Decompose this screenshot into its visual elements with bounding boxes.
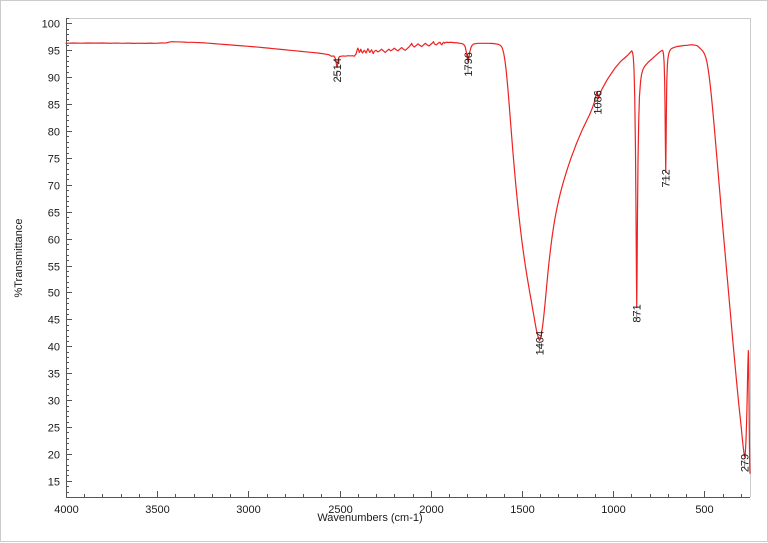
peak-label: 1404 <box>535 331 547 355</box>
x-tick-label: 2000 <box>419 504 443 516</box>
y-tick-label: 30 <box>48 396 60 408</box>
y-tick-label: 85 <box>48 100 60 112</box>
y-tick-label: 95 <box>48 46 60 58</box>
spectrum-series <box>65 41 751 474</box>
y-tick-label: 100 <box>42 19 60 31</box>
y-tick-label: 80 <box>48 127 60 139</box>
y-tick-label: 60 <box>48 235 60 247</box>
peak-annotations: 2514 1796 1404 1086 871 712 279 <box>332 52 752 472</box>
x-axis-title: Wavenumbers (cm-1) <box>317 512 422 524</box>
y-tick-label: 40 <box>48 342 60 354</box>
peak-label: 1796 <box>463 52 475 76</box>
y-tick-label: 15 <box>48 477 60 489</box>
x-tick-label: 1000 <box>601 504 625 516</box>
y-tick-label: 35 <box>48 369 60 381</box>
y-tick-label: 75 <box>48 154 60 166</box>
y-tick-label: 70 <box>48 181 60 193</box>
x-tick-label: 2500 <box>328 504 352 516</box>
x-axis-ticks: 4000 3500 3000 2500 2000 1500 1000 500 <box>54 491 742 516</box>
y-tick-label: 65 <box>48 208 60 220</box>
x-tick-label: 500 <box>695 504 713 516</box>
spectrum-line <box>65 41 751 474</box>
peak-label: 2514 <box>332 58 344 82</box>
y-tick-label: 20 <box>48 450 60 462</box>
y-axis-ticks: 100 95 90 85 80 75 70 65 60 55 50 45 40 35 30 25 20 15 <box>42 18 72 493</box>
x-tick-label: 3500 <box>145 504 169 516</box>
x-tick-label: 4000 <box>54 504 78 516</box>
y-tick-label: 50 <box>48 288 60 300</box>
peak-label: 279 <box>740 454 752 472</box>
y-tick-label: 25 <box>48 423 60 435</box>
y-tick-label: 45 <box>48 315 60 327</box>
y-axis-title: %Transmittance <box>13 218 25 297</box>
peak-label: 871 <box>632 304 644 322</box>
peak-label: 712 <box>661 169 673 187</box>
x-tick-label: 1500 <box>510 504 534 516</box>
y-tick-label: 55 <box>48 262 60 274</box>
x-tick-label: 3000 <box>236 504 260 516</box>
y-tick-label: 90 <box>48 73 60 85</box>
peak-label: 1086 <box>593 90 605 114</box>
